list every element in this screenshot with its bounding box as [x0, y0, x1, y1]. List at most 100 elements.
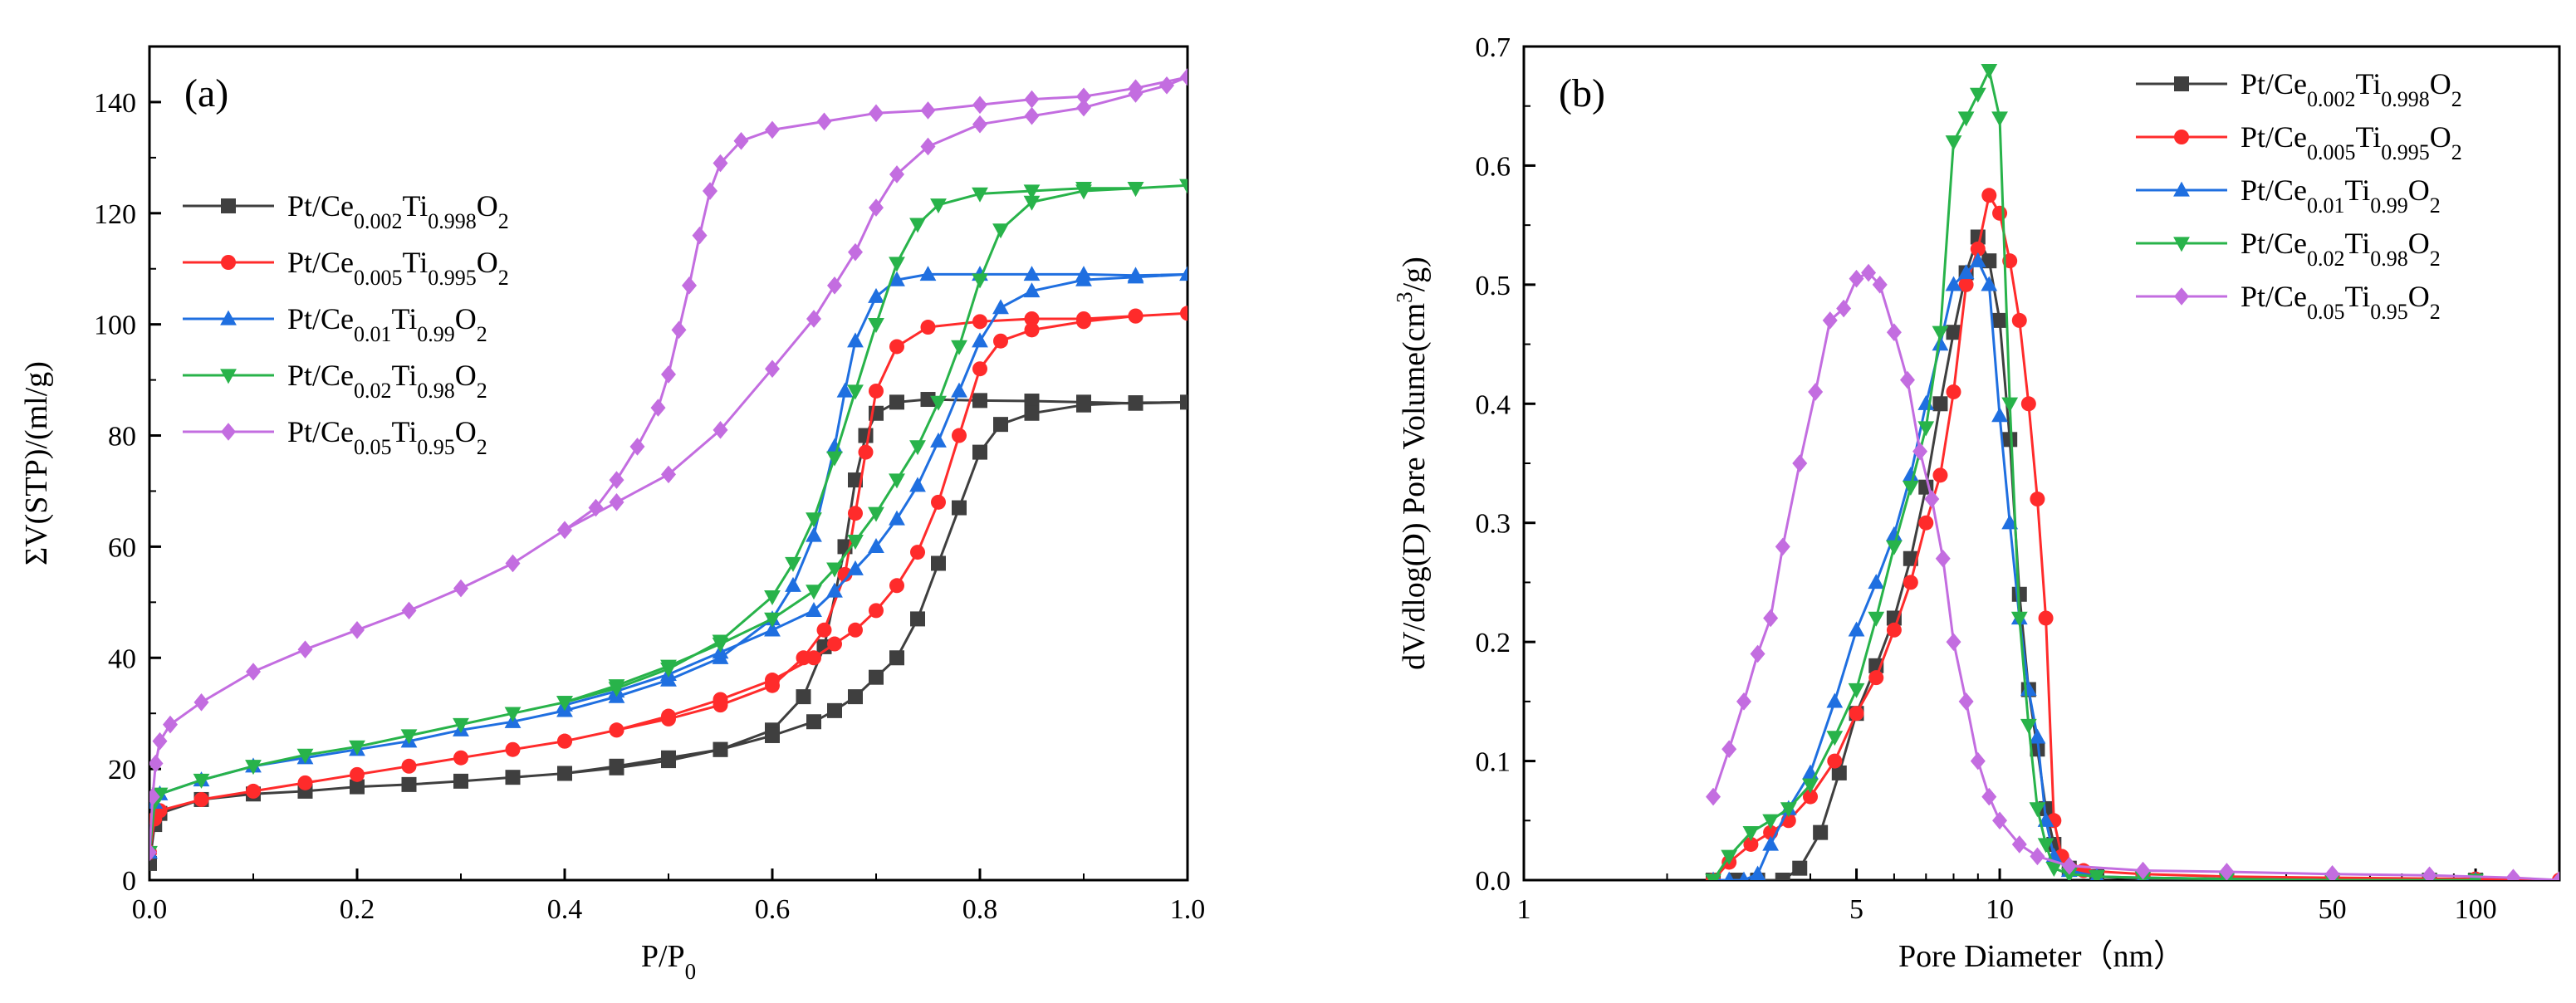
data-point	[1813, 824, 1829, 840]
series-4	[1705, 64, 2484, 880]
legend-label-sub: 0.01	[354, 322, 392, 346]
data-point	[931, 555, 946, 571]
data-point	[1023, 266, 1041, 281]
data-point	[557, 733, 572, 749]
data-point	[1024, 394, 1040, 409]
legend-item: Pt/Ce0.02Ti0.98O2	[183, 359, 487, 403]
data-point	[1179, 179, 1188, 194]
data-point	[1946, 325, 1961, 340]
legend-label-sub: 0.02	[354, 379, 392, 403]
legend-label-part: Ti	[392, 302, 418, 335]
data-point	[1180, 68, 1188, 86]
legend-label: Pt/Ce0.005Ti0.995O2	[287, 246, 509, 290]
legend-label-sub: 0.995	[2381, 140, 2430, 164]
data-point	[349, 740, 365, 756]
y-axis-label: ΣV(STP)/(ml/g)	[19, 361, 54, 565]
data-point	[2030, 492, 2045, 507]
data-point	[1946, 633, 1961, 651]
data-point	[608, 679, 625, 695]
y-tick-label: 0.4	[1476, 389, 1511, 420]
legend-label: Pt/Ce0.005Ti0.995O2	[2241, 120, 2462, 164]
data-point	[1932, 335, 1949, 351]
data-point	[2324, 865, 2340, 880]
data-point	[1981, 188, 1997, 203]
legend-label-part: O	[2408, 280, 2430, 313]
y-tick-label: 80	[108, 422, 136, 453]
y-tick-label: 100	[94, 311, 136, 341]
legend-item: Pt/Ce0.02Ti0.98O2	[2136, 227, 2441, 271]
data-point	[1849, 269, 1864, 288]
legend-label-sub: 2	[498, 266, 509, 290]
data-point	[1023, 282, 1041, 298]
panel-b-pore-distribution-chart: 1 5 10 50 100 0.0 0.1 0.2 0.3 0.4 0.5 0.6 0.7 (b) Pore…	[1392, 32, 2561, 974]
legend-label: Pt/Ce0.002Ti0.998O2	[2241, 67, 2462, 111]
data-point	[1872, 276, 1888, 294]
data-point	[889, 394, 904, 410]
x-tick-label: 0.4	[547, 894, 583, 925]
legend-label-sub: 0.998	[428, 209, 477, 233]
legend-label-sub: 0.005	[2307, 140, 2356, 164]
data-point	[2045, 862, 2063, 878]
data-point	[1981, 787, 1997, 806]
data-point	[972, 332, 988, 348]
data-point	[1917, 421, 1935, 437]
data-point	[826, 438, 843, 453]
legend-label-sub: 0.05	[2307, 300, 2345, 324]
series-line	[149, 183, 1188, 853]
data-point	[1981, 276, 1998, 291]
data-point	[993, 417, 1008, 433]
data-point	[1822, 311, 1838, 330]
x-tick-label: 50	[2319, 894, 2347, 925]
data-point	[1780, 802, 1797, 818]
data-point	[401, 758, 417, 774]
data-point	[505, 741, 521, 757]
data-point	[930, 432, 947, 448]
data-point	[453, 750, 468, 766]
data-point	[1023, 195, 1041, 211]
data-point	[1808, 383, 1824, 401]
legend-marker	[2174, 287, 2189, 306]
legend-label-sub: 0.05	[354, 435, 392, 459]
data-point	[806, 602, 822, 618]
data-point	[909, 218, 926, 233]
data-point	[453, 773, 468, 789]
series-5	[149, 68, 1188, 862]
legend-label-sub: 2	[2451, 140, 2462, 164]
data-point	[1970, 241, 1986, 257]
data-point	[2037, 838, 2054, 854]
legend-label-sub: 2	[477, 322, 487, 346]
legend-label: Pt/Ce0.01Ti0.99O2	[2241, 174, 2441, 218]
data-point	[1932, 325, 1949, 341]
data-point	[2030, 847, 2045, 866]
data-point	[296, 748, 314, 764]
data-point	[1075, 271, 1092, 286]
data-point	[951, 340, 967, 355]
legend-label-part: Ti	[392, 415, 418, 448]
y-axis-label-sup: 3	[1392, 291, 1417, 303]
data-point	[972, 444, 987, 460]
data-point	[847, 560, 864, 575]
data-point	[868, 506, 884, 522]
data-point	[764, 612, 781, 628]
data-point	[1802, 778, 1819, 794]
data-point	[2002, 432, 2018, 448]
data-point	[692, 226, 708, 245]
legend-label-sub: 0.95	[2370, 300, 2408, 324]
data-point	[1705, 873, 1721, 880]
y-tick-label: 40	[108, 643, 136, 674]
data-point	[785, 556, 801, 572]
data-point	[869, 198, 884, 217]
data-point	[952, 500, 967, 516]
data-point	[972, 187, 988, 203]
data-point	[806, 526, 822, 542]
data-point	[505, 770, 521, 785]
data-point	[889, 257, 905, 272]
data-point	[1180, 306, 1188, 321]
data-point	[909, 440, 926, 456]
legend-label-part: Pt/Ce	[2241, 227, 2307, 260]
y-tick-label: 140	[94, 88, 136, 119]
legend-label-part: Pt/Ce	[2241, 280, 2307, 313]
data-point	[1868, 574, 1885, 590]
data-point	[1721, 740, 1737, 759]
data-point	[1902, 466, 1919, 482]
